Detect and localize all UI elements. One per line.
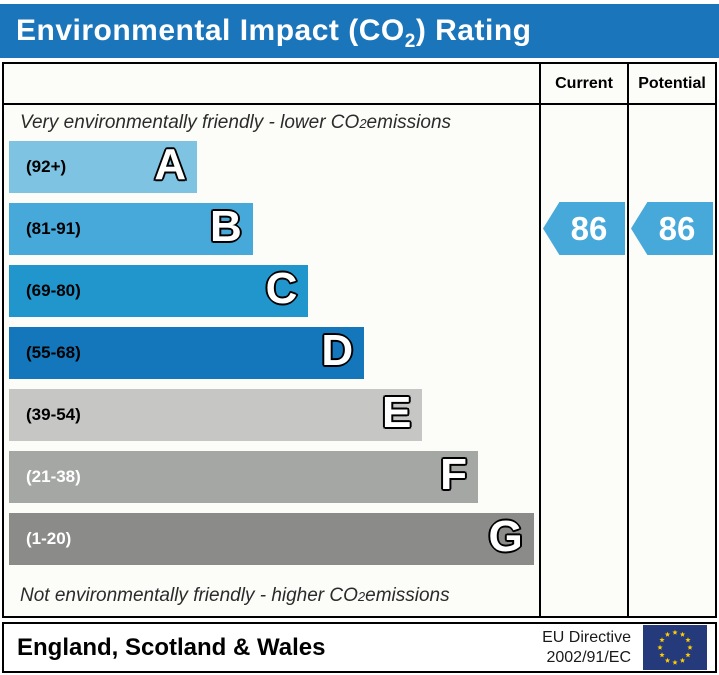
band-bar-d: (55-68) D xyxy=(9,325,365,379)
current-rating-arrow: 86 xyxy=(543,202,625,255)
band-row-c: (69-80) C xyxy=(9,263,539,327)
column-header-current: Current xyxy=(539,64,627,105)
column-header-potential: Potential xyxy=(627,64,715,105)
top-note: Very environmentally friendly - lower CO… xyxy=(4,105,539,141)
band-row-b: (81-91) B xyxy=(9,201,539,265)
bottom-note-text: Not environmentally friendly - higher CO xyxy=(20,585,358,606)
eu-flag-icon xyxy=(643,625,707,670)
band-range-c: (69-80) xyxy=(26,281,81,300)
eu-directive-line2: 2002/91/EC xyxy=(546,648,631,666)
band-row-f: (21-38) F xyxy=(9,449,539,513)
epc-rating-table: Current Potential Very environmentally f… xyxy=(2,62,717,618)
band-letter-c: C xyxy=(264,263,299,315)
top-note-subscript: 2 xyxy=(359,115,367,131)
co2-subscript: 2 xyxy=(404,31,416,52)
rating-chart-area: Very environmentally friendly - lower CO… xyxy=(4,105,539,616)
rating-bands: (92+) A (81-91) B (69-80) C (55-68) xyxy=(4,139,539,575)
page-title-suffix: ) Rating xyxy=(415,14,532,47)
potential-rating-arrow: 86 xyxy=(631,202,713,255)
band-range-b: (81-91) xyxy=(26,219,81,238)
band-row-d: (55-68) D xyxy=(9,325,539,389)
band-bar-c: (69-80) C xyxy=(9,263,309,317)
band-letter-b: B xyxy=(209,201,244,253)
band-letter-f: F xyxy=(439,449,469,501)
potential-column: 86 xyxy=(627,105,715,616)
page-title: Environmental Impact (CO2) Rating xyxy=(0,4,719,58)
band-bar-a: (92+) A xyxy=(9,139,198,193)
band-letter-a: A xyxy=(153,139,188,191)
band-range-d: (55-68) xyxy=(26,343,81,362)
eu-directive-label: EU Directive 2002/91/EC xyxy=(542,628,631,668)
band-letter-e: E xyxy=(381,387,413,439)
footer-bar: England, Scotland & Wales EU Directive 2… xyxy=(2,622,717,673)
page-title-text: Environmental Impact (CO xyxy=(16,14,405,47)
band-bar-f: (21-38) F xyxy=(9,449,479,503)
band-letter-g: G xyxy=(487,511,524,563)
band-range-g: (1-20) xyxy=(26,529,72,548)
band-row-e: (39-54) E xyxy=(9,387,539,451)
band-bar-b: (81-91) B xyxy=(9,201,253,255)
region-label: England, Scotland & Wales xyxy=(17,633,326,661)
band-range-a: (92+) xyxy=(26,157,67,176)
bottom-note-subscript: 2 xyxy=(357,588,366,604)
band-bar-e: (39-54) E xyxy=(9,387,423,441)
band-letter-d: D xyxy=(320,325,355,377)
eu-directive-line1: EU Directive xyxy=(542,628,631,646)
band-bar-g: (1-20) G xyxy=(9,511,534,565)
band-row-a: (92+) A xyxy=(9,139,539,203)
bottom-note: Not environmentally friendly - higher CO… xyxy=(4,578,539,614)
band-row-g: (1-20) G xyxy=(9,511,539,575)
band-range-f: (21-38) xyxy=(26,467,81,486)
current-column: 86 xyxy=(539,105,627,616)
band-range-e: (39-54) xyxy=(26,405,81,424)
bottom-note-suffix: emissions xyxy=(365,585,450,606)
top-note-suffix: emissions xyxy=(366,112,452,133)
top-note-text: Very environmentally friendly - lower CO xyxy=(20,112,360,133)
chart-header-spacer xyxy=(4,64,539,105)
